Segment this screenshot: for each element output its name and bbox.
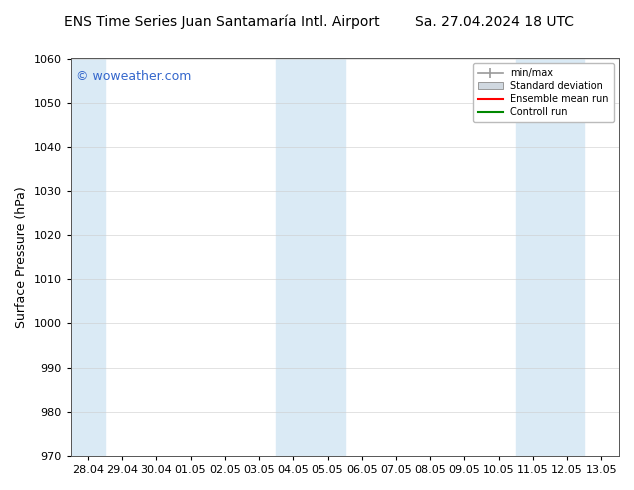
- Text: ENS Time Series Juan Santamaría Intl. Airport: ENS Time Series Juan Santamaría Intl. Ai…: [64, 15, 380, 29]
- Bar: [71, 58, 105, 456]
- Legend: min/max, Standard deviation, Ensemble mean run, Controll run: min/max, Standard deviation, Ensemble me…: [474, 63, 614, 122]
- Text: © woweather.com: © woweather.com: [76, 71, 191, 83]
- Y-axis label: Surface Pressure (hPa): Surface Pressure (hPa): [15, 186, 28, 328]
- Bar: [516, 58, 585, 456]
- Text: Sa. 27.04.2024 18 UTC: Sa. 27.04.2024 18 UTC: [415, 15, 574, 29]
- Bar: [276, 58, 345, 456]
